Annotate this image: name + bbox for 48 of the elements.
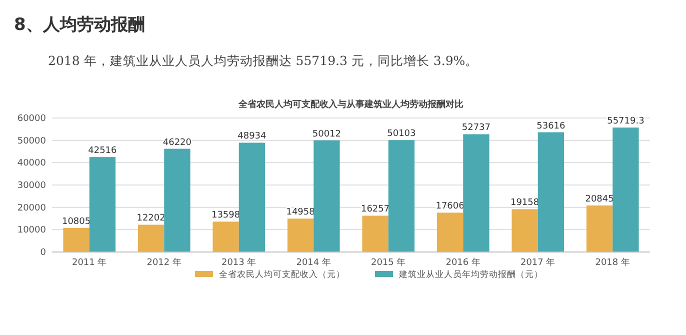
y-tick-label: 0 [40, 248, 46, 258]
data-label: 42516 [88, 146, 118, 156]
data-label: 50012 [312, 129, 342, 140]
bar [362, 216, 388, 252]
y-tick-label: 50000 [17, 136, 46, 146]
bar [463, 134, 490, 252]
bar [89, 157, 116, 252]
x-tick-label: 2018 年 [595, 257, 630, 268]
bar [586, 205, 613, 252]
bar [212, 222, 239, 252]
data-label: 46220 [162, 138, 192, 148]
data-label: 10805 [62, 216, 91, 227]
y-tick-label: 40000 [17, 158, 46, 169]
bar [512, 209, 538, 252]
legend-label: 建筑业从业人员年均劳动报酬（元） [398, 269, 543, 280]
y-tick-label: 60000 [17, 114, 46, 124]
x-tick-label: 2017 年 [520, 257, 556, 268]
y-tick-label: 20000 [17, 203, 46, 214]
data-label: 19158 [510, 198, 540, 208]
legend-label: 全省农民人均可支配收入（元） [219, 269, 345, 280]
x-tick-label: 2012 年 [146, 257, 182, 268]
y-tick-label: 30000 [17, 181, 46, 191]
bar [436, 212, 464, 252]
data-label: 53616 [536, 121, 566, 132]
data-label: 52737 [462, 123, 491, 134]
bar [538, 132, 564, 252]
x-tick-label: 2013 年 [221, 257, 256, 268]
chart-title: 8、人均劳动报酬 [14, 15, 145, 35]
bar [314, 140, 340, 252]
x-tick-label: 2015 年 [370, 257, 406, 268]
bar [138, 224, 164, 252]
bar [63, 228, 90, 252]
y-tick-label: 10000 [17, 226, 46, 236]
text: 全省农民人均可支配收入与从事建筑业人均劳动报酬对比 [238, 99, 464, 110]
data-label: 48934 [238, 132, 267, 142]
bar [388, 140, 415, 252]
data-label: 16257 [360, 204, 390, 215]
bar [287, 218, 314, 252]
bar [164, 148, 190, 252]
bar [238, 142, 266, 252]
x-tick-label: 2014 年 [296, 257, 332, 268]
data-label: 55719.3 [607, 116, 644, 127]
x-tick-label: 2011 年 [72, 257, 107, 268]
x-tick-label: 2016 年 [446, 257, 481, 268]
data-label: 50103 [387, 129, 416, 140]
chart-subtitle: 2018 年，建筑业从业人员人均劳动报酬达 55719.3 元，同比增长 3.9%。 [48, 53, 478, 68]
data-label: 13598 [211, 210, 240, 221]
bar [612, 128, 639, 252]
